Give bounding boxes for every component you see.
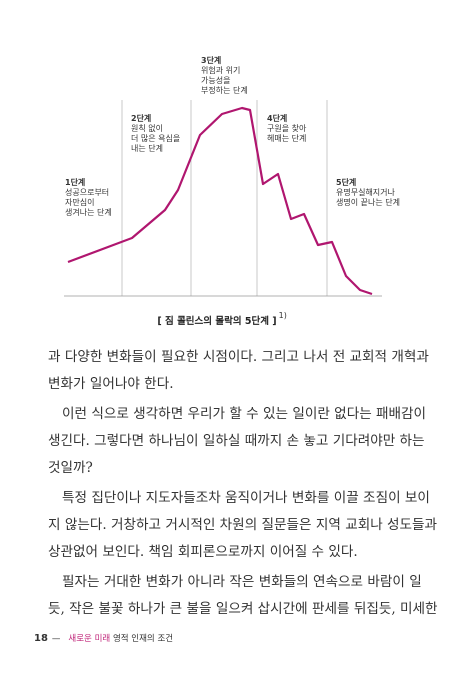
book-title: 영적 인재의 조건 [112,634,174,644]
dividers [64,100,382,297]
text-line: 듯, 작은 불꽃 하나가 큰 불을 일으켜 삽시간에 판세를 뒤집듯, 미세한 [48,601,438,617]
stage-desc: 헤매는 단계 [267,133,306,143]
stage-title: 1단계 [65,177,85,187]
page-number: 18 [34,633,48,644]
stage-desc: 위험과 위기 [201,66,240,75]
stage-desc: 가능성을 [201,76,230,85]
stage-desc: 내는 단계 [131,143,163,153]
text-line: 특정 집단이나 지도자들조차 움직이거나 변화를 이끌 조짐이 보이 [62,490,430,506]
text-line: 필자는 거대한 변화가 아니라 작은 변화들의 연속으로 바람이 일 [62,574,422,590]
text-line: 이런 식으로 생각하면 우리가 할 수 있는 일이란 없다는 패배감이 [62,406,427,422]
stage-title: 5단계 [336,177,356,187]
caption: [ 짐 콜린스의 몰락의 5단계 ] [157,315,276,327]
stage-desc: 생겨나는 단계 [65,207,112,217]
footnote-mark: 1) [279,311,287,320]
text-line: 것일까? [48,460,93,476]
stage-desc: 자만심이 [65,197,94,207]
text-line: 생긴다. 그렇다면 하나님이 일하실 때까지 손 놓고 기다려야만 하는 [48,433,425,449]
stage-desc: 구원을 찾아 [267,123,307,133]
text-line: 상관없어 보인다. 책임 회피론으로까지 이어질 수 있다. [48,544,358,560]
series: 새로운 미래 [68,634,111,644]
stage-desc: 생명이 끝나는 단계 [336,197,400,207]
stage-title: 4단계 [267,113,287,123]
stage-desc: 성공으로부터 [65,188,109,197]
text-line: 변화가 일어나야 한다. [48,376,174,392]
stage-desc: 더 많은 욕심을 [131,133,180,143]
stage-desc: 부정하는 단계 [201,85,248,95]
decline-curve [67,106,373,296]
stage-desc: 유명무실해지거나 [336,187,396,197]
stage-title: 3단계 [201,55,221,65]
stage-title: 2단계 [131,113,151,123]
text-line: 과 다양한 변화들이 필요한 시점이다. 그리고 나서 전 교회적 개혁과 [48,349,429,365]
stage-desc: 원칙 없이 [131,123,163,133]
footer: 18— 새로운 미래 영적 인재의 조건 [34,633,174,644]
text-line: 지 않는다. 거창하고 거시적인 차원의 질문들은 지역 교회나 성도들과 [48,517,438,533]
